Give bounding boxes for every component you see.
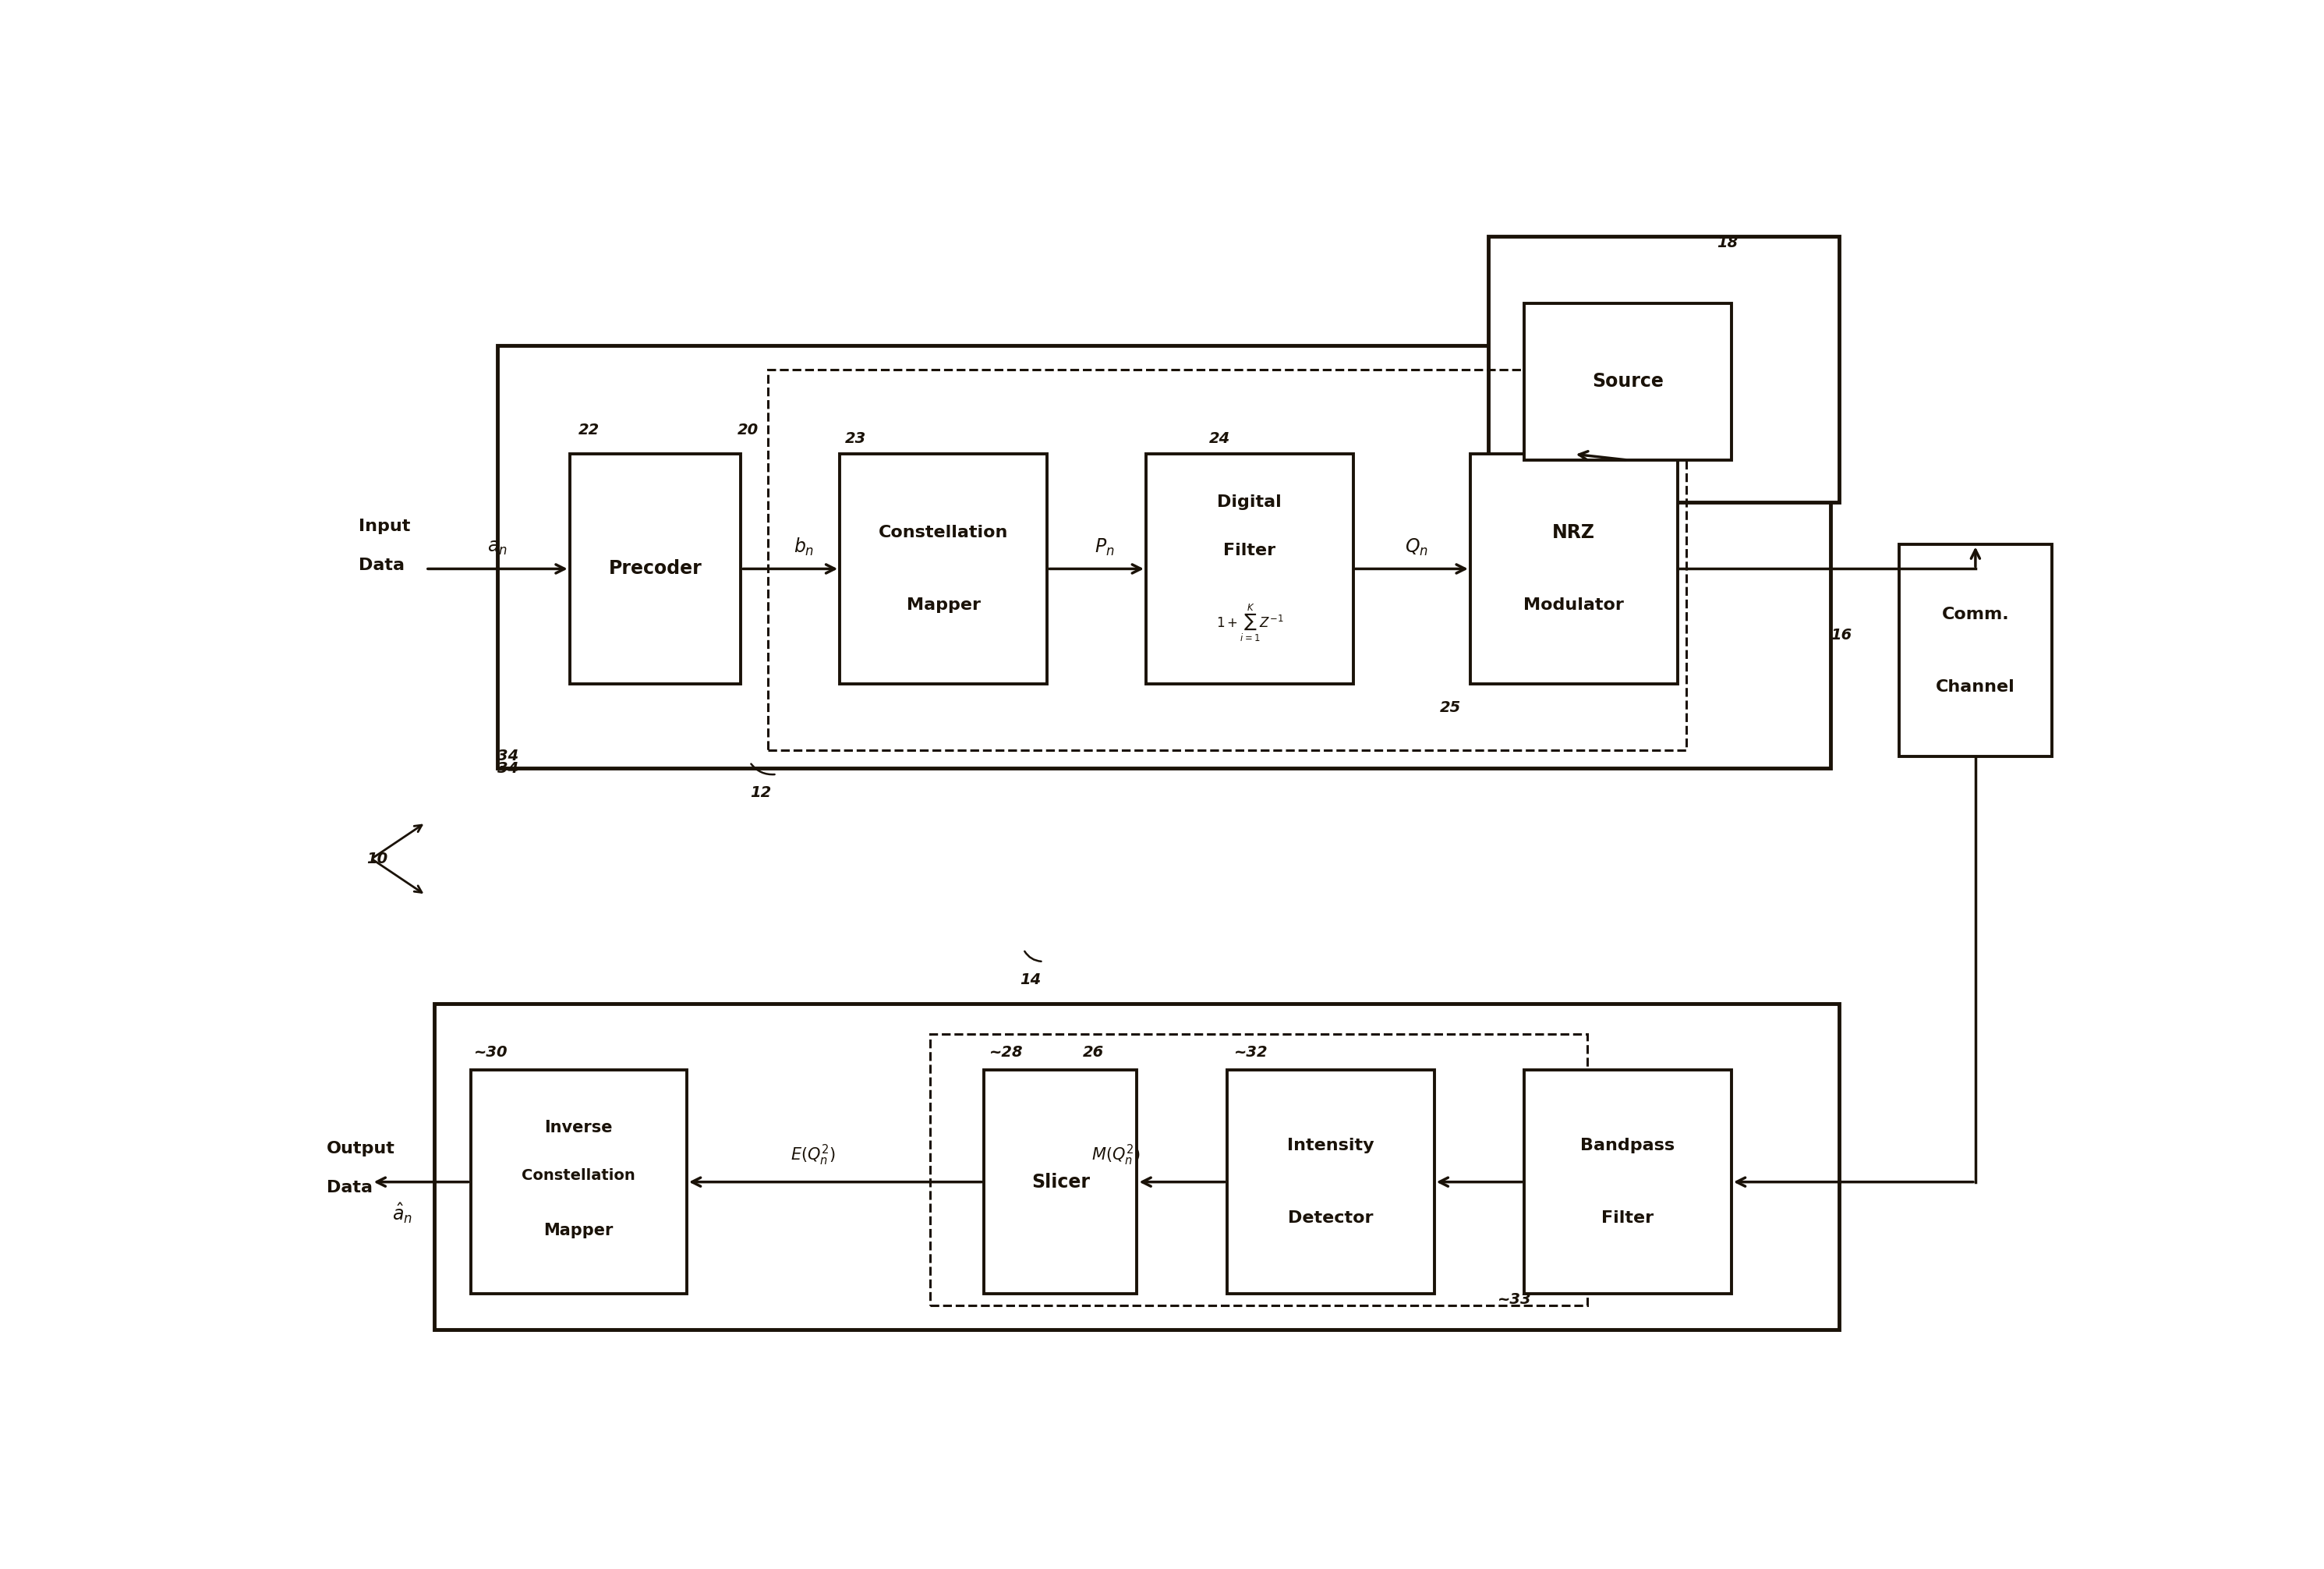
Text: NRZ: NRZ <box>1552 522 1594 541</box>
Text: Inverse: Inverse <box>544 1120 614 1136</box>
Text: Data: Data <box>358 557 404 573</box>
Text: $\hat{a}_n$: $\hat{a}_n$ <box>393 1200 411 1225</box>
Text: Constellation: Constellation <box>523 1169 634 1183</box>
Text: Data: Data <box>325 1180 372 1196</box>
Text: Filter: Filter <box>1222 543 1276 559</box>
Text: 10: 10 <box>367 852 388 866</box>
Text: Digital: Digital <box>1218 494 1283 510</box>
Text: $1+\sum_{i=1}^{K}Z^{-1}$: $1+\sum_{i=1}^{K}Z^{-1}$ <box>1215 602 1283 643</box>
Bar <box>839 453 1046 684</box>
Text: 12: 12 <box>751 784 772 800</box>
Text: Intensity: Intensity <box>1287 1138 1373 1153</box>
Text: Input: Input <box>358 519 411 535</box>
Text: ~33: ~33 <box>1497 1293 1532 1307</box>
Bar <box>569 453 741 684</box>
Bar <box>930 1034 1587 1305</box>
Bar <box>1525 303 1731 460</box>
Text: $a_n$: $a_n$ <box>488 538 507 557</box>
Text: Precoder: Precoder <box>609 560 702 579</box>
Bar <box>435 1004 1841 1331</box>
Text: Channel: Channel <box>1936 679 2015 695</box>
Text: 14: 14 <box>1020 973 1041 987</box>
Text: 22: 22 <box>579 422 600 438</box>
Text: Constellation: Constellation <box>878 524 1009 540</box>
Text: Output: Output <box>325 1141 395 1156</box>
Text: $Q_n$: $Q_n$ <box>1404 537 1427 557</box>
Text: 23: 23 <box>846 431 867 446</box>
Text: Slicer: Slicer <box>1032 1172 1090 1191</box>
Text: 24: 24 <box>1208 431 1229 446</box>
Text: Bandpass: Bandpass <box>1580 1138 1676 1153</box>
Bar <box>983 1070 1136 1294</box>
Bar <box>1899 544 2052 756</box>
Bar <box>469 1070 688 1294</box>
Text: $P_n$: $P_n$ <box>1095 537 1116 557</box>
Text: 34: 34 <box>497 761 518 775</box>
Text: Mapper: Mapper <box>906 598 981 613</box>
Bar <box>767 369 1687 750</box>
Bar <box>1525 1070 1731 1294</box>
Text: Source: Source <box>1592 372 1664 391</box>
Text: $b_n$: $b_n$ <box>792 537 813 557</box>
Bar <box>497 345 1831 769</box>
Text: Mapper: Mapper <box>544 1222 614 1238</box>
Text: $E(Q_n^2)$: $E(Q_n^2)$ <box>790 1144 834 1167</box>
Bar <box>1487 237 1841 502</box>
Text: 18: 18 <box>1717 235 1738 249</box>
Bar <box>1146 453 1353 684</box>
Text: ~30: ~30 <box>474 1045 509 1059</box>
Text: 26: 26 <box>1083 1045 1104 1059</box>
Text: 34: 34 <box>497 748 518 764</box>
Text: 20: 20 <box>737 422 758 438</box>
Bar <box>1227 1070 1434 1294</box>
Text: ~32: ~32 <box>1234 1045 1269 1059</box>
Text: ~28: ~28 <box>990 1045 1023 1059</box>
Bar <box>1471 453 1678 684</box>
Text: Filter: Filter <box>1601 1210 1655 1225</box>
Text: 16: 16 <box>1831 628 1852 643</box>
Text: Detector: Detector <box>1287 1210 1373 1225</box>
Text: Modulator: Modulator <box>1525 598 1624 613</box>
Text: 25: 25 <box>1439 700 1462 715</box>
Text: Comm.: Comm. <box>1941 606 2010 621</box>
Text: $M(Q_n^2)$: $M(Q_n^2)$ <box>1090 1144 1139 1167</box>
